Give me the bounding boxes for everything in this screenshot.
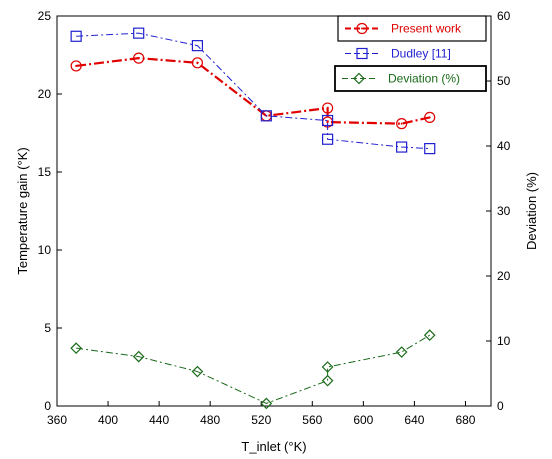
dudley-point xyxy=(260,110,272,122)
legend-label: Present work xyxy=(391,22,462,36)
legend-marker xyxy=(356,22,368,35)
deviation-point xyxy=(132,350,145,363)
present-work-point xyxy=(191,57,204,69)
deviation-point xyxy=(395,346,408,358)
present-work-point-center xyxy=(400,122,403,125)
dudley-point xyxy=(322,114,334,127)
present-work-point-center xyxy=(137,57,140,60)
dudley-point xyxy=(424,143,436,155)
present-work-point-center xyxy=(326,107,329,110)
x-tick-label: 400 xyxy=(98,413,118,427)
y2-tick-label: 10 xyxy=(497,334,511,348)
y-axis-title: Temperature gain (°K) xyxy=(15,147,30,274)
y2-tick-label: 0 xyxy=(497,399,504,413)
present-work-point-center xyxy=(196,61,199,64)
x-tick-label: 440 xyxy=(149,413,169,427)
dudley-point xyxy=(133,27,145,39)
present-work-line xyxy=(76,57,430,125)
x-axis: 360 400 440 480 520 560 600 640 680 xyxy=(47,401,476,427)
x-tick-label: 360 xyxy=(47,413,67,427)
dudley-point xyxy=(191,40,204,52)
deviation-point xyxy=(191,365,204,378)
legend: Present work Dudley [11] Deviation (%) xyxy=(334,15,487,92)
x-tick-label: 480 xyxy=(200,413,220,427)
legend-item-deviation: Deviation (%) xyxy=(334,65,487,92)
x-tick-label: 680 xyxy=(455,413,475,427)
deviation-point xyxy=(70,342,82,354)
y2-tick-label: 30 xyxy=(497,204,511,218)
series-deviation xyxy=(70,329,436,410)
deviation-point xyxy=(260,397,273,410)
x-tick-label: 520 xyxy=(251,413,271,427)
present-work-point xyxy=(424,111,436,124)
legend-label: Deviation (%) xyxy=(388,72,460,86)
y2-tick-label: 20 xyxy=(497,269,511,283)
legend-item-present-work: Present work xyxy=(337,15,487,42)
deviation-point xyxy=(321,374,334,387)
legend-marker xyxy=(356,47,368,60)
y-tick-label: 15 xyxy=(38,165,52,179)
dudley-point xyxy=(322,133,334,145)
y2-tick-label: 60 xyxy=(497,9,511,23)
y-tick-label: 0 xyxy=(44,399,51,413)
y2-axis-title: Deviation (%) xyxy=(524,172,539,250)
legend-label: Dudley [11] xyxy=(391,47,451,61)
present-work-point-center xyxy=(326,121,329,124)
y-tick-label: 20 xyxy=(38,87,52,101)
dudley-line xyxy=(76,32,430,150)
present-work-point-center xyxy=(428,116,431,119)
y2-tick-label: 50 xyxy=(497,74,511,88)
x-tick-label: 560 xyxy=(302,413,322,427)
series-dudley xyxy=(70,27,436,155)
y-tick-label: 5 xyxy=(44,321,51,335)
legend-item-dudley: Dudley [11] xyxy=(345,47,451,61)
x-tick-label: 600 xyxy=(353,413,373,427)
legend-marker xyxy=(353,72,365,85)
deviation-point xyxy=(423,329,436,341)
present-work-point xyxy=(322,102,334,114)
y-axis-left: 0 5 10 15 20 25 xyxy=(38,9,62,413)
y2-tick-label: 40 xyxy=(497,139,511,153)
deviation-line xyxy=(76,334,430,404)
dudley-point xyxy=(70,30,82,42)
present-work-point xyxy=(396,118,408,130)
y-tick-label: 10 xyxy=(38,243,52,257)
y-tick-label: 25 xyxy=(38,9,52,23)
deviation-point xyxy=(321,361,334,373)
present-work-point xyxy=(133,52,145,64)
present-work-point xyxy=(70,60,82,72)
x-axis-title: T_inlet (°K) xyxy=(241,439,306,454)
legend-marker-center xyxy=(361,27,363,30)
x-tick-label: 640 xyxy=(404,413,424,427)
series-layer xyxy=(70,27,436,410)
y-axis-right: 0 10 20 30 40 50 60 xyxy=(486,9,511,413)
dudley-point xyxy=(396,141,408,153)
present-work-point-center xyxy=(75,64,78,67)
